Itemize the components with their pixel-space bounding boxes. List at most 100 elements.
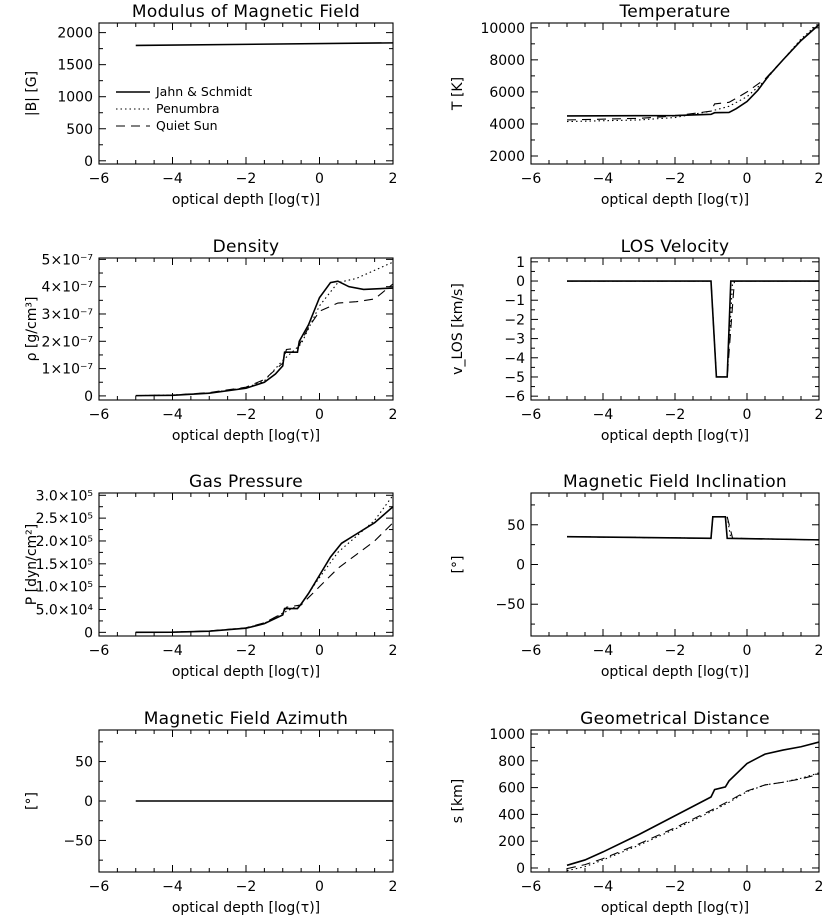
y-axis-label: v_LOS [km/s] (450, 283, 466, 375)
y-tick-label: 0 (84, 389, 93, 405)
x-tick-label: 2 (815, 407, 823, 423)
y-tick-label: 600 (498, 781, 525, 797)
y-tick-label: 1500 (57, 58, 93, 74)
y-tick-label: 1 (516, 255, 525, 271)
x-tick-label: 0 (743, 171, 752, 187)
x-axis-label: optical depth [log(τ)] (172, 428, 320, 444)
x-axis-label: optical depth [log(τ)] (601, 900, 749, 916)
y-axis-label: T [K] (450, 77, 466, 111)
series-line-solid (566, 516, 820, 541)
plot-frame (530, 257, 820, 401)
y-tick-label: 1000 (57, 90, 93, 106)
legend-label: Penumbra (156, 101, 220, 116)
y-tick-label: 5×10⁻⁷ (42, 252, 93, 268)
y-tick-label: −6 (504, 389, 525, 405)
y-axis-label: s [km] (450, 779, 466, 823)
panel-magnetic-field-inclination: Magnetic Field Inclination −6 −4 −2 0 2 −50 0 50… (450, 472, 823, 680)
y-tick-label: 800 (498, 754, 525, 770)
y-tick-label: 10000 (480, 21, 525, 37)
x-axis-label: optical depth [log(τ)] (172, 900, 320, 916)
legend: Jahn & Schmidt Penumbra Quiet Sun (116, 84, 252, 133)
x-tick-label: −4 (593, 643, 614, 659)
x-tick-label: 0 (315, 879, 324, 895)
y-tick-label: 2.5×10⁵ (36, 511, 93, 527)
x-tick-label: 2 (389, 643, 398, 659)
y-tick-label: 2000 (57, 26, 93, 42)
chart-title: Modulus of Magnetic Field (132, 2, 360, 22)
series-line-dashed (567, 280, 819, 378)
y-tick-label: 0 (516, 274, 525, 290)
x-tick-label: 0 (743, 407, 752, 423)
x-tick-label: 2 (389, 407, 398, 423)
y-tick-label: −4 (504, 351, 525, 367)
x-tick-label: 2 (389, 171, 398, 187)
y-tick-label: 0 (516, 861, 525, 877)
x-tick-label: −6 (521, 171, 542, 187)
x-tick-label: −4 (162, 643, 183, 659)
plot-frame (530, 22, 820, 165)
series-line-solid (135, 506, 394, 634)
y-tick-label: −1 (504, 293, 525, 309)
x-tick-label: −2 (665, 643, 686, 659)
y-tick-label: 0 (84, 154, 93, 170)
x-tick-label: −4 (593, 879, 614, 895)
x-tick-label: −2 (236, 879, 257, 895)
plot-frame (530, 492, 820, 637)
x-tick-label: 2 (389, 879, 398, 895)
y-axis-label: [°] (24, 792, 40, 810)
legend-label: Jahn & Schmidt (155, 84, 252, 99)
chart-title: LOS Velocity (621, 237, 730, 257)
series-line-dotted (566, 772, 820, 872)
x-tick-label: 0 (315, 407, 324, 423)
x-tick-label: −4 (162, 879, 183, 895)
panel-los-velocity: LOS Velocity −6 −4 −2 0 2 −6 −5 −4 −3 −2 −1 0 1 optica… (450, 237, 823, 444)
y-tick-label: 1.0×10⁵ (36, 580, 93, 596)
x-tick-label: −6 (521, 643, 542, 659)
y-tick-label: 8000 (489, 53, 525, 69)
chart-title: Geometrical Distance (580, 709, 770, 729)
series-line-dashed (566, 516, 820, 541)
series-line-dotted (135, 261, 394, 397)
y-axis-label: [°] (450, 556, 466, 574)
panel-gas-pressure: Gas Pressure −6 −4 −2 0 2 0 5.0×10⁴ 1.0×10⁵ 1.5×1… (24, 472, 397, 680)
x-tick-label: −4 (593, 407, 614, 423)
x-tick-label: −4 (162, 171, 183, 187)
y-axis-label: P [dyn/cm²] (24, 524, 40, 606)
y-tick-label: 3.0×10⁵ (36, 488, 93, 504)
x-tick-label: −2 (665, 879, 686, 895)
plot-frame (98, 257, 394, 401)
panel-modulus-of-magnetic-field: Modulus of Magnetic Field −6 −4 −2 0 2 0 500 100… (24, 2, 397, 208)
series-line-solid (567, 280, 819, 378)
x-tick-label: −6 (521, 407, 542, 423)
x-tick-label: −2 (665, 171, 686, 187)
x-tick-label: 2 (815, 879, 823, 895)
y-tick-label: 1×10⁻⁷ (42, 362, 93, 378)
x-tick-label: −4 (162, 407, 183, 423)
y-tick-label: −3 (504, 332, 525, 348)
y-tick-label: 1000 (489, 727, 525, 743)
series-line-dashed (135, 522, 394, 633)
series-line-dashed (135, 283, 394, 397)
series-line-dashed (566, 24, 820, 121)
series-line-dotted (567, 280, 819, 378)
x-tick-label: −6 (89, 407, 110, 423)
y-axis-label: ρ [g/cm³] (24, 297, 40, 362)
series-line-dotted (135, 494, 394, 633)
panel-magnetic-field-azimuth: Magnetic Field Azimuth −6 −4 −2 0 2 −50 0 50 opti… (24, 709, 397, 916)
plot-frame (98, 492, 394, 637)
x-tick-label: −2 (236, 171, 257, 187)
y-tick-label: 3×10⁻⁷ (42, 307, 93, 323)
panel-density: Density −6 −4 −2 0 2 0 1×10⁻⁷ 2×10⁻⁷ 3×10⁻⁷ 4×10⁻⁷… (24, 237, 397, 444)
x-axis-label: optical depth [log(τ)] (601, 428, 749, 444)
y-tick-label: 4000 (489, 117, 525, 133)
y-tick-label: 50 (75, 755, 93, 771)
x-tick-label: −6 (89, 879, 110, 895)
y-tick-label: 6000 (489, 85, 525, 101)
y-tick-label: 2.0×10⁵ (36, 534, 93, 550)
series-line-solid (566, 741, 820, 867)
series-line-solid (135, 280, 394, 397)
x-axis-label: optical depth [log(τ)] (601, 192, 749, 208)
x-tick-label: −2 (236, 643, 257, 659)
series-line-dotted (566, 22, 820, 123)
